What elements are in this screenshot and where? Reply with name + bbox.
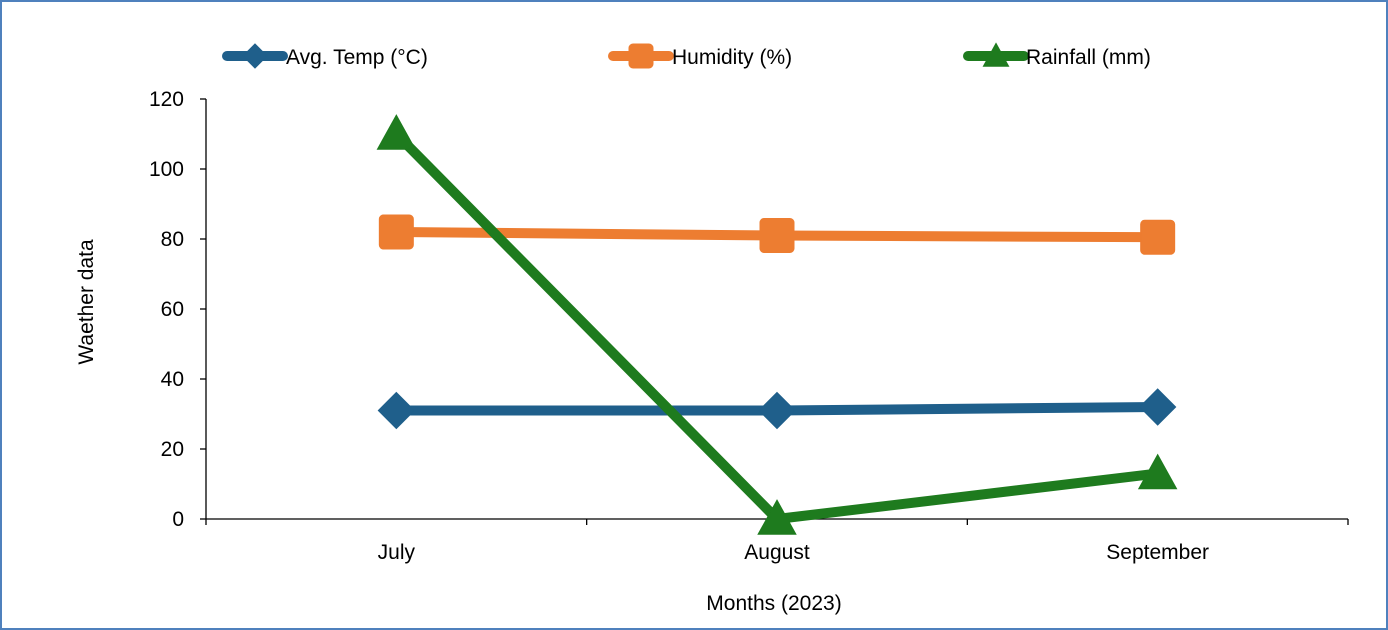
legend-marker-diamond bbox=[242, 43, 268, 69]
y-tick-label: 100 bbox=[149, 158, 184, 181]
x-tick-label: September bbox=[1106, 541, 1209, 564]
data-point-rainfall-mm bbox=[1137, 453, 1178, 490]
legend-item-avg-temp-c: Avg. Temp (°C) bbox=[222, 43, 428, 69]
legend-label: Avg. Temp (°C) bbox=[286, 46, 428, 69]
data-point-humidity bbox=[378, 214, 414, 250]
y-tick-label: 40 bbox=[161, 368, 184, 391]
x-tick-label: July bbox=[378, 541, 416, 564]
y-axis: 0 20 40 60 80 100 120 bbox=[149, 88, 207, 531]
y-axis-title: Waether data bbox=[75, 239, 98, 365]
data-point-avg-temp-c bbox=[758, 391, 796, 430]
y-tick-label: 80 bbox=[161, 228, 184, 251]
data-point-avg-temp-c bbox=[377, 391, 416, 430]
x-axis-title: Months (2023) bbox=[706, 592, 841, 615]
y-tick-label: 0 bbox=[172, 508, 184, 531]
data-point-avg-temp-c bbox=[1138, 388, 1177, 426]
data-point-rainfall-mm bbox=[757, 499, 797, 535]
legend-item-humidity: Humidity (%) bbox=[608, 43, 792, 69]
legend-label: Humidity (%) bbox=[672, 46, 792, 69]
data-point-humidity bbox=[1140, 219, 1176, 255]
series-rainfall-mm bbox=[376, 114, 1178, 535]
series-line-rainfall-mm bbox=[391, 129, 1163, 524]
legend-label: Rainfall (mm) bbox=[1026, 46, 1151, 69]
legend: Avg. Temp (°C) Humidity (%) Rainfall (mm) bbox=[222, 42, 1151, 69]
legend-marker-square bbox=[628, 43, 654, 69]
y-tick-label: 20 bbox=[161, 438, 184, 461]
legend-marker-triangle bbox=[982, 42, 1010, 67]
data-point-rainfall-mm bbox=[376, 114, 417, 150]
series-layer bbox=[376, 114, 1178, 535]
series-humidity bbox=[378, 214, 1176, 255]
y-tick-label: 120 bbox=[149, 88, 184, 111]
y-tick-label: 60 bbox=[161, 298, 184, 321]
data-point-humidity bbox=[759, 218, 795, 253]
series-avg-temp-c bbox=[377, 388, 1177, 430]
legend-item-rainfall-mm: Rainfall (mm) bbox=[963, 42, 1151, 69]
x-tick-label: August bbox=[744, 541, 810, 564]
